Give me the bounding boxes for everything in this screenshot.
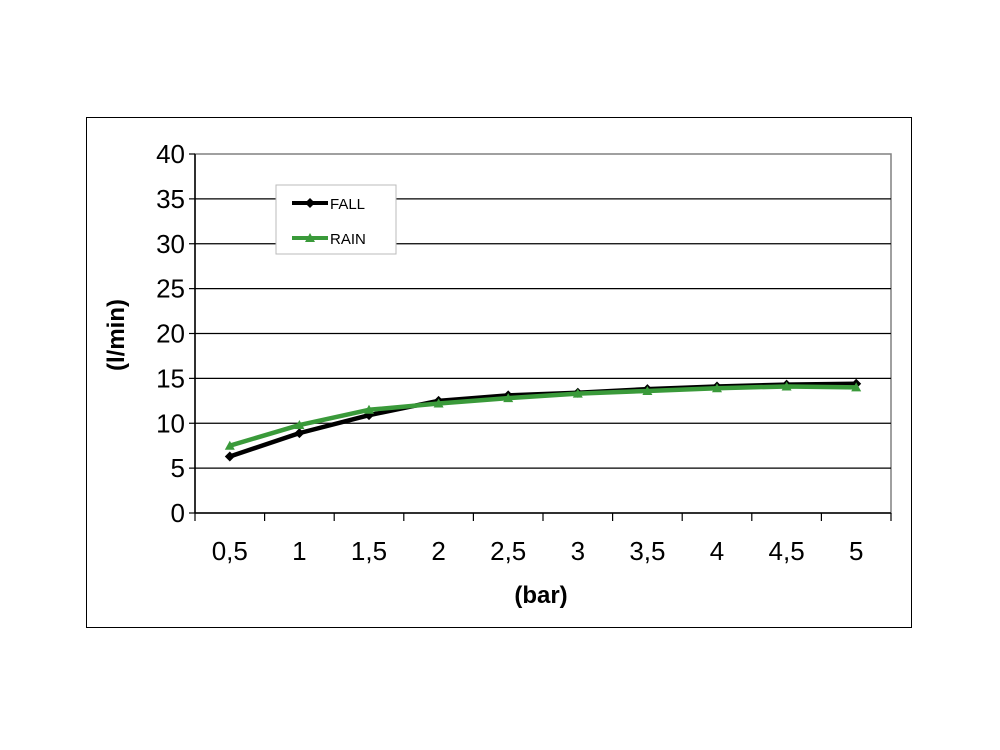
series-rain-point <box>503 393 514 403</box>
series-rain-point <box>642 385 653 395</box>
x-tick-label: 4,5 <box>769 536 805 566</box>
legend-rain-label: RAIN <box>330 231 366 248</box>
x-tick-label: 3 <box>571 536 585 566</box>
x-tick-label: 4 <box>710 536 724 566</box>
y-tick-label: 5 <box>171 453 185 483</box>
series-rain-point <box>294 420 305 430</box>
tick-labels: 0 5 10 15 20 25 30 35 40 0,5 1 1,5 2 2,5 3 3,5 4 4,5 5 <box>156 139 863 566</box>
series-rain-point <box>712 383 722 393</box>
series-rain-point <box>851 382 862 392</box>
x-axis-title: (bar) <box>514 582 567 609</box>
y-tick-label: 15 <box>156 363 185 393</box>
legend: FALL RAIN <box>275 184 397 255</box>
series-rain-line <box>229 384 857 448</box>
x-tick-label: 5 <box>849 536 863 566</box>
x-tick-label: 1,5 <box>351 536 387 566</box>
y-tick-label: 35 <box>156 184 185 214</box>
legend-fall-marker <box>305 198 315 208</box>
y-tick-label: 10 <box>156 408 185 438</box>
series-rain-point <box>433 398 444 408</box>
legend-box <box>275 184 397 255</box>
series-fall-point <box>294 428 305 439</box>
y-tick-label: 30 <box>156 229 185 259</box>
series-lines <box>224 378 862 462</box>
y-tick-label: 40 <box>156 139 185 169</box>
y-tick-label: 20 <box>156 319 185 349</box>
legend-fall-label: FALL <box>330 196 365 213</box>
legend-rain-marker <box>305 233 315 242</box>
series-fall-point <box>224 451 235 462</box>
x-tick-label: 3,5 <box>629 536 665 566</box>
y-tick-label: 25 <box>156 274 185 304</box>
series-rain-point <box>781 381 792 391</box>
series-rain-point <box>224 440 235 450</box>
series-rain-point <box>572 388 583 398</box>
x-tick-label: 2,5 <box>490 536 526 566</box>
x-tick-label: 0,5 <box>212 536 248 566</box>
series-rain-point <box>364 404 374 414</box>
x-tick-label: 2 <box>431 536 445 566</box>
axes <box>189 153 892 521</box>
x-tick-label: 1 <box>292 536 306 566</box>
y-tick-label: 0 <box>171 498 185 528</box>
y-axis-title: (l/min) <box>103 299 130 371</box>
